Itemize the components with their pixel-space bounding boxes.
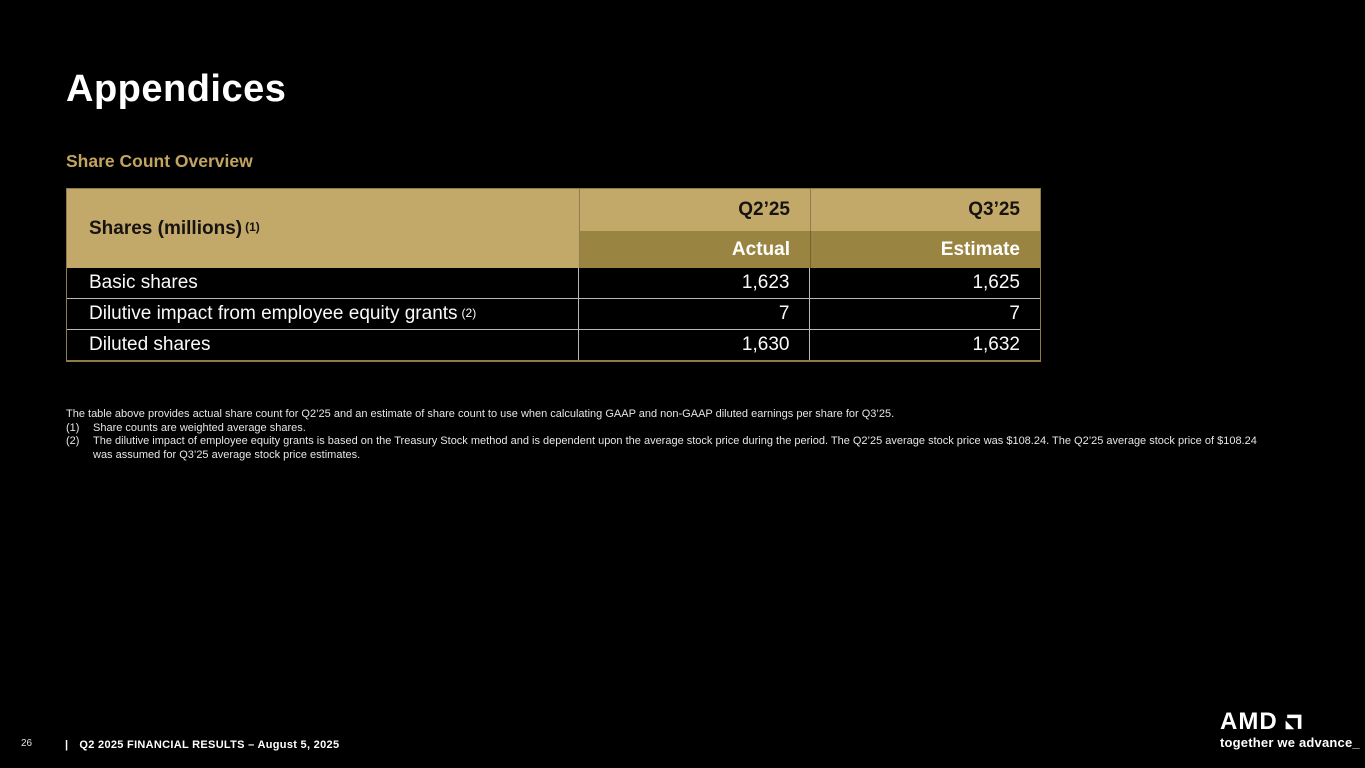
table-row-basic-shares: Basic shares 1,623 1,625: [67, 268, 1040, 298]
amd-arrow-icon: [1285, 714, 1302, 729]
table-header-type-row: Actual Estimate: [580, 231, 1040, 268]
cell-q2-value: 1,623: [741, 272, 790, 293]
footnote-marker: (1): [66, 421, 80, 434]
table-body: Basic shares 1,623 1,625 Dilutive impact…: [67, 268, 1040, 360]
row-label: Diluted shares: [89, 334, 211, 355]
cell-q3-value: 7: [809, 299, 1040, 329]
section-title: Share Count Overview: [66, 151, 253, 171]
table-header-shares-label: Shares (millions): [89, 217, 243, 239]
footnote-text: The dilutive impact of employee equity g…: [93, 435, 1257, 461]
page-number: 26: [21, 738, 33, 749]
row-label: Basic shares: [89, 272, 198, 293]
footnotes: The table above provides actual share co…: [66, 408, 1266, 462]
column-header-estimate: Estimate: [810, 231, 1040, 268]
table-row-diluted-shares: Diluted shares 1,630 1,632: [67, 329, 1040, 360]
column-header-q3-25: Q3’25: [810, 189, 1040, 231]
footer-separator: |: [65, 739, 69, 751]
footnote-text: Share counts are weighted average shares…: [93, 421, 306, 434]
row-footnote-ref: (2): [461, 306, 477, 320]
table-header-shares: Shares (millions) (1): [67, 189, 580, 268]
table-row-dilutive-impact: Dilutive impact from employee equity gra…: [67, 298, 1040, 329]
cell-q2-value: 1,630: [741, 334, 790, 355]
column-header-actual: Actual: [731, 238, 790, 260]
table-header-periods: Q2’25 Q3’25 Actual Estimate: [580, 189, 1040, 268]
cell-q3-value: 1,632: [809, 330, 1040, 360]
amd-tagline: together we advance_: [1220, 735, 1360, 750]
table-header-shares-footnote-ref: (1): [245, 219, 260, 234]
column-header-q2-25: Q2’25: [738, 199, 790, 220]
footnote-marker: (2): [66, 435, 80, 447]
footnote-intro: The table above provides actual share co…: [66, 408, 895, 420]
footnote-2: (2) The dilutive impact of employee equi…: [66, 435, 1266, 462]
amd-logo-text: AMD: [1220, 708, 1278, 735]
amd-brand: AMD together we advance_: [1220, 708, 1360, 751]
share-count-table: Shares (millions) (1) Q2’25 Q3’25 Actual…: [66, 188, 1041, 362]
footer: | Q2 2025 FINANCIAL RESULTS – August 5, …: [65, 739, 339, 751]
footer-text: Q2 2025 FINANCIAL RESULTS – August 5, 20…: [79, 739, 340, 751]
table-header: Shares (millions) (1) Q2’25 Q3’25 Actual…: [67, 189, 1040, 268]
page-title: Appendices: [66, 68, 287, 110]
footnote-1: (1) Share counts are weighted average sh…: [66, 422, 1266, 436]
row-label: Dilutive impact from employee equity gra…: [89, 303, 458, 324]
cell-q3-value: 1,625: [809, 268, 1040, 298]
table-header-period-row: Q2’25 Q3’25: [580, 189, 1040, 231]
cell-q2-value: 7: [778, 303, 790, 324]
